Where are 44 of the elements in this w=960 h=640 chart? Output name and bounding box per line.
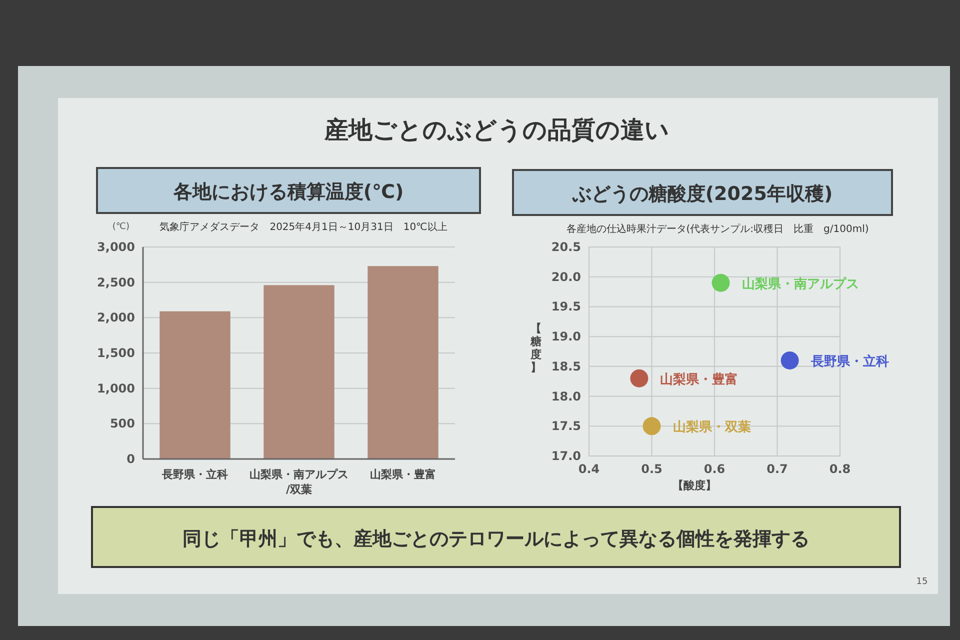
- bar: [368, 266, 438, 459]
- y-tick-label: 17.0: [551, 449, 581, 463]
- y-tick-label: 19.5: [551, 300, 581, 314]
- y-axis-title: (℃): [112, 222, 130, 232]
- x-tick-label: 山梨県・南アルプス/双葉: [250, 468, 348, 496]
- x-tick-label: 山梨県・豊富: [370, 468, 436, 481]
- point: [780, 351, 799, 370]
- x-axis-title: 【酸度】: [672, 479, 716, 492]
- y-tick-label: 0: [126, 452, 135, 466]
- y-tick-label: 1,000: [97, 381, 135, 396]
- y-tick-label: 2,000: [97, 310, 135, 325]
- x-tick-label: 0.6: [704, 462, 726, 476]
- y-tick-label: 2,500: [97, 275, 135, 290]
- text: 産地ごとのぶどうの品質の違い: [324, 116, 670, 144]
- x-tick-label: 0.4: [578, 462, 600, 476]
- chart-subtitle: 気象庁アメダスデータ 2025年4月1日～10月31日 10℃以上: [160, 221, 448, 233]
- x-tick-label: 0.5: [641, 462, 662, 476]
- point: [712, 274, 730, 292]
- y-tick-label: 500: [110, 416, 135, 431]
- chart-title: 各地における積算温度(℃): [172, 181, 404, 203]
- y-tick-label: 18.0: [551, 389, 581, 404]
- chart-subtitle: 各産地の仕込時果汁データ(代表サンプル:収穫日 比重 g/100ml): [566, 223, 869, 235]
- series-label: 山梨県・双葉: [672, 419, 751, 436]
- point: [642, 417, 661, 436]
- y-tick-label: 20.5: [551, 240, 581, 254]
- x-tick-label: 0.8: [829, 462, 851, 476]
- y-tick-label: 17.5: [551, 419, 581, 434]
- bar: [160, 311, 230, 459]
- y-tick-label: 3,000: [97, 240, 135, 254]
- x-tick-label: 長野県・立科: [161, 468, 228, 481]
- y-tick-label: 18.5: [551, 359, 581, 374]
- text: 15: [916, 577, 928, 587]
- text: 同じ「甲州」でも、産地ごとのテロワールによって異なる個性を発揮する: [182, 528, 810, 550]
- y-axis-title: 【糖度】: [530, 322, 542, 374]
- x-tick-label: 0.7: [766, 462, 788, 476]
- y-tick-label: 19.0: [551, 330, 581, 344]
- chart-title: ぶどうの糖酸度(2025年収穫): [571, 183, 833, 205]
- series-label: 山梨県・南アルプス: [742, 276, 859, 292]
- bar: [264, 285, 334, 459]
- point: [630, 369, 648, 388]
- y-tick-label: 20.0: [551, 270, 581, 284]
- series-label: 山梨県・豊富: [660, 371, 738, 388]
- y-tick-label: 1,500: [97, 346, 135, 360]
- series-label: 長野県・立科: [810, 353, 889, 370]
